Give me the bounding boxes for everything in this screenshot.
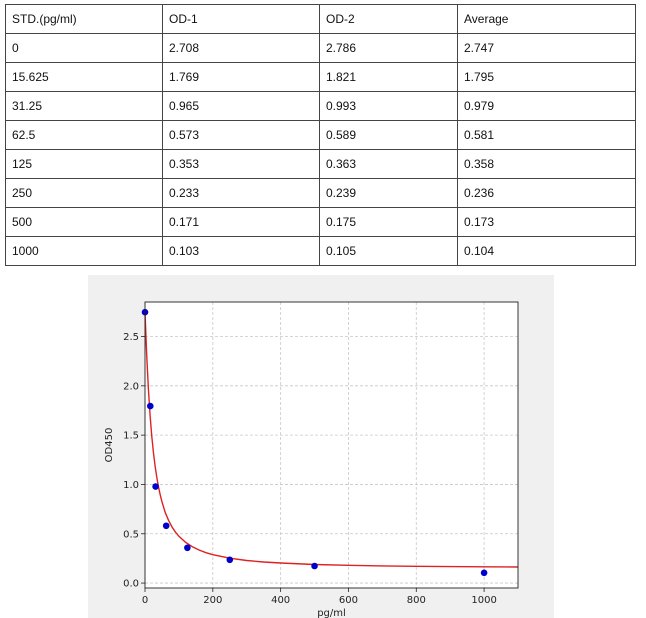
y-tick-label: 2.5 — [123, 332, 139, 343]
data-point — [162, 522, 170, 530]
y-tick-label: 2.0 — [123, 381, 139, 392]
y-axis-title: OD450 — [104, 428, 115, 463]
x-tick-label: 400 — [271, 595, 290, 606]
table-cell: 1.795 — [457, 62, 636, 92]
table-row: 250 0.233 0.239 0.236 — [5, 178, 636, 208]
data-point — [152, 483, 159, 490]
table-cell: 1000 — [5, 236, 163, 266]
table-row: 1000 0.103 0.105 0.104 — [5, 236, 636, 266]
x-tick-label: 600 — [339, 595, 358, 606]
data-point — [184, 544, 191, 552]
table-cell: 0.236 — [457, 178, 636, 208]
table-header-row: STD.(pg/ml) OD-1 OD-2 Average — [5, 4, 636, 34]
y-tick-label: 0.0 — [123, 579, 139, 590]
table-cell: 0.965 — [162, 91, 320, 121]
x-tick-label: 0 — [142, 595, 148, 606]
table-cell: 0.104 — [457, 236, 636, 266]
table-cell: 0.573 — [162, 120, 320, 150]
table-cell: 0.358 — [457, 149, 636, 179]
data-point — [480, 569, 488, 577]
y-tick-label: 1.5 — [123, 431, 139, 442]
table-cell: 15.625 — [5, 62, 163, 92]
table-row: 0 2.708 2.786 2.747 — [5, 33, 636, 63]
table-cell: 62.5 — [5, 120, 163, 150]
table-cell: 0.103 — [162, 236, 320, 266]
table-cell: 1.769 — [162, 62, 320, 92]
data-point — [311, 562, 318, 570]
table-cell: 0 — [5, 33, 163, 63]
table-cell: 0.363 — [319, 149, 458, 179]
table-cell: 0.993 — [319, 91, 458, 121]
table-cell: 0.979 — [457, 91, 636, 121]
table-cell: 2.747 — [457, 33, 636, 63]
table-cell: 1.821 — [319, 62, 458, 92]
table-cell: 500 — [5, 207, 163, 237]
header-cell: OD-2 — [319, 4, 458, 34]
plot-area — [145, 302, 518, 588]
table-cell: 0.173 — [457, 207, 636, 237]
standard-curve-chart: 0 200 400 600 800 1000 0.0 0.5 1.0 1.5 2.0 2.5 pg/ml… — [88, 275, 554, 618]
x-tick-label: 1000 — [471, 595, 496, 606]
table-cell: 0.581 — [457, 120, 636, 150]
header-cell: Average — [457, 4, 636, 34]
table-cell: 0.239 — [319, 178, 458, 208]
table-cell: 0.105 — [319, 236, 458, 266]
table-cell: 250 — [5, 178, 163, 208]
table-row: 500 0.171 0.175 0.173 — [5, 207, 636, 237]
header-cell: OD-1 — [162, 4, 320, 34]
table-cell: 2.786 — [319, 33, 458, 63]
x-tick-label: 200 — [203, 595, 222, 606]
fitted-curve — [144, 312, 519, 568]
table-cell: 31.25 — [5, 91, 163, 121]
table-cell: 2.708 — [162, 33, 320, 63]
table-cell: 0.175 — [319, 207, 458, 237]
table-cell: 0.233 — [162, 178, 320, 208]
y-tick-label: 0.5 — [123, 529, 139, 540]
table-row: 15.625 1.769 1.821 1.795 — [5, 62, 636, 92]
data-point — [226, 556, 234, 564]
plot-frame — [144, 301, 519, 589]
x-axis-title: pg/ml — [317, 608, 346, 618]
y-tick-label: 1.0 — [123, 480, 139, 491]
x-tick-label: 800 — [407, 595, 426, 606]
table-cell: 125 — [5, 149, 163, 179]
table-row: 31.25 0.965 0.993 0.979 — [5, 91, 636, 121]
table-cell: 0.353 — [162, 149, 320, 179]
table-cell: 0.171 — [162, 207, 320, 237]
chart-plot: 0 200 400 600 800 1000 0.0 0.5 1.0 1.5 2.0 2.5 pg/ml… — [104, 301, 519, 618]
data-point — [146, 402, 154, 410]
header-cell: STD.(pg/ml) — [5, 4, 163, 34]
table-row: 125 0.353 0.363 0.358 — [5, 149, 636, 179]
table-row: 62.5 0.573 0.589 0.581 — [5, 120, 636, 150]
standard-curve-table: STD.(pg/ml) OD-1 OD-2 Average 0 2.708 2.786 2.7… — [5, 4, 636, 266]
table-cell: 0.589 — [319, 120, 458, 150]
